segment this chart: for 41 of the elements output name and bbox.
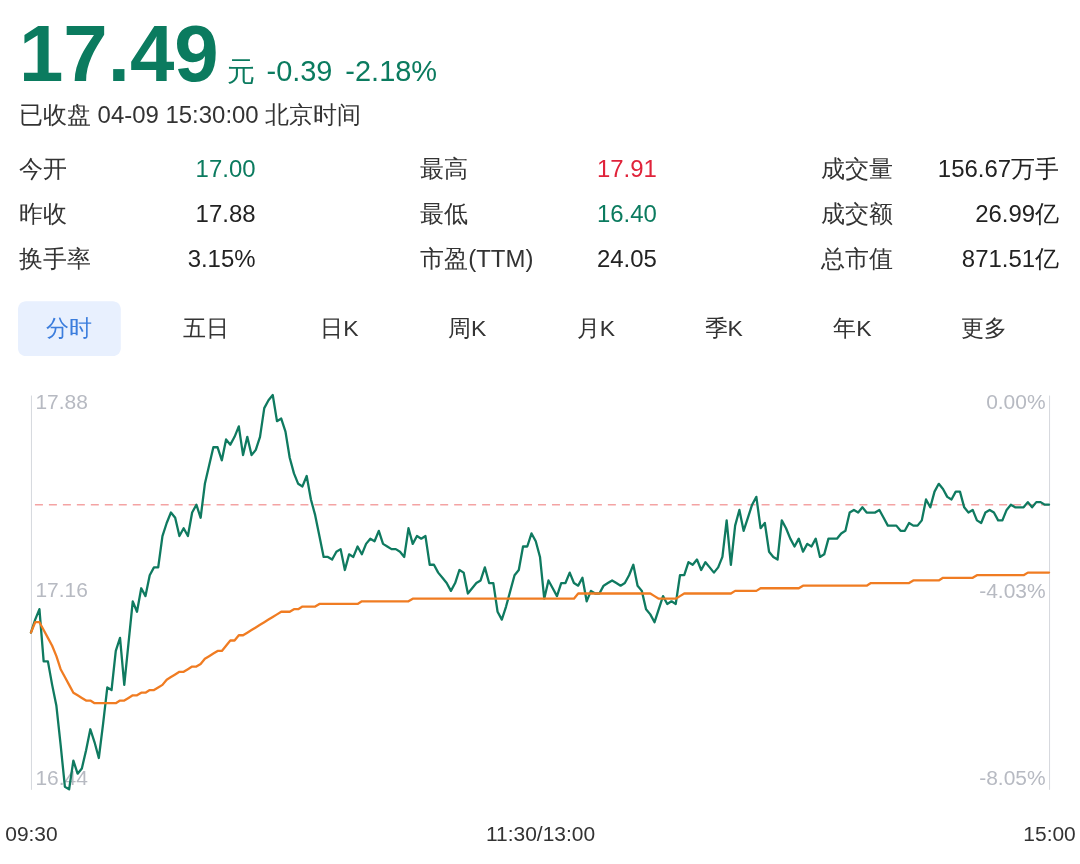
text: 最高: [420, 155, 469, 183]
y-tick-label: 17.88: [35, 390, 88, 414]
text: 市盈(TTM): [420, 245, 534, 273]
text: 17.91: [596, 155, 657, 183]
text: 最低: [420, 200, 469, 228]
text: 月K: [576, 315, 616, 342]
text: 换手率: [18, 245, 91, 273]
text: 17.49: [18, 8, 219, 98]
text: 17.00: [195, 155, 256, 183]
text: 26.99亿: [975, 200, 1060, 228]
text: 871.51亿: [961, 245, 1060, 273]
text: 已收盘 04-09 15:30:00 北京时间: [18, 100, 362, 128]
text: 更多: [961, 315, 1008, 342]
text: -2.18%: [345, 54, 438, 87]
y2-tick-label: 0.00%: [986, 390, 1046, 414]
text: 总市值: [820, 245, 894, 273]
text: 季K: [704, 315, 744, 342]
text: 17.88: [195, 200, 256, 228]
text: 成交量: [821, 155, 894, 183]
text: 五日: [182, 315, 229, 342]
text: 日K: [320, 315, 360, 342]
text: 156.67万手: [937, 155, 1060, 183]
text: 24.05: [596, 245, 657, 273]
line-series: [29, 393, 1051, 791]
x-tick-label: 09:30: [5, 821, 58, 845]
y2-tick-label: -4.03%: [979, 578, 1046, 602]
line-series: [29, 571, 1051, 705]
text: 周K: [447, 315, 487, 342]
x-tick-label: 11:30/13:00: [485, 821, 596, 845]
text: 16.40: [596, 200, 657, 228]
text: 成交额: [821, 200, 894, 228]
text: 昨收: [18, 200, 67, 228]
y-tick-label: 17.16: [35, 578, 88, 602]
text: 元: [226, 55, 255, 87]
text: -0.39: [266, 54, 333, 87]
text: 年K: [833, 315, 873, 342]
text: 3.15%: [187, 245, 256, 273]
y2-tick-label: -8.05%: [979, 766, 1046, 790]
x-tick-label: 15:00: [1023, 821, 1076, 845]
text: 分时: [45, 315, 92, 342]
text: 今开: [18, 155, 67, 183]
